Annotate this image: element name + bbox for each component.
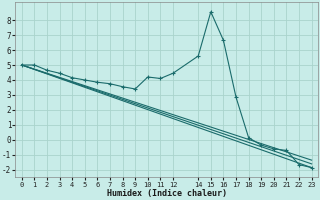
X-axis label: Humidex (Indice chaleur): Humidex (Indice chaleur) (107, 189, 227, 198)
